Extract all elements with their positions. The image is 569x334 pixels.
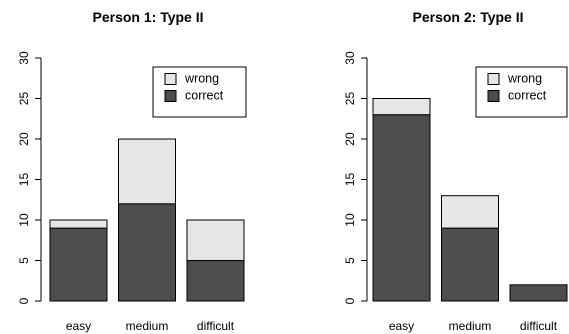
- y-tick-label: 0: [343, 297, 357, 304]
- bar-segment-wrong-easy: [372, 98, 431, 116]
- bar-segment-correct-easy: [372, 114, 431, 302]
- chart-title: Person 1: Type II: [93, 9, 204, 25]
- y-tick-label: 15: [343, 173, 357, 187]
- y-tick-label: 15: [17, 173, 31, 187]
- y-tick-label: 30: [17, 51, 31, 65]
- x-category-label: medium: [449, 319, 492, 333]
- legend-label-wrong: wrong: [507, 71, 542, 85]
- chart-panel-person-1: Person 1: Type II 0 5 10 15 20 25 30 easy medium d…: [17, 9, 247, 333]
- x-category-label: difficult: [197, 319, 235, 333]
- legend-label-wrong: wrong: [184, 71, 219, 85]
- bar-segment-wrong-medium: [441, 195, 499, 229]
- y-tick-label: 25: [343, 92, 357, 106]
- x-category-label: easy: [66, 319, 91, 333]
- bar-segment-correct-medium: [118, 203, 176, 302]
- x-category-label: easy: [389, 319, 414, 333]
- legend-label-correct: correct: [508, 88, 547, 102]
- y-tick-label: 20: [343, 132, 357, 146]
- y-tick-label: 5: [343, 257, 357, 264]
- chart-panel-person-2: Person 2: Type II 0 5 10 15 20 25 30 easy medium d…: [343, 9, 568, 333]
- chart-title: Person 2: Type II: [413, 9, 524, 25]
- y-tick-label: 25: [17, 92, 31, 106]
- bar-segment-wrong-difficult: [186, 219, 245, 261]
- legend-swatch-wrong: [164, 73, 177, 85]
- bar-segment-correct-difficult: [186, 260, 245, 302]
- x-category-label: difficult: [520, 319, 558, 333]
- y-tick-label: 20: [17, 132, 31, 146]
- legend-swatch-correct: [487, 90, 500, 102]
- bar-segment-correct-medium: [441, 227, 499, 302]
- legend-swatch-wrong: [487, 73, 500, 85]
- x-category-label: medium: [126, 319, 169, 333]
- legend-label-correct: correct: [185, 88, 224, 102]
- y-tick-label: 5: [17, 257, 31, 264]
- bar-segment-wrong-easy: [49, 219, 108, 229]
- y-tick-label: 10: [17, 213, 31, 227]
- legend-swatch-correct: [164, 90, 177, 102]
- y-tick-label: 10: [343, 213, 357, 227]
- bar-segment-correct-easy: [49, 227, 108, 302]
- y-tick-label: 0: [17, 297, 31, 304]
- bar-segment-correct-difficult: [509, 284, 568, 302]
- y-tick-label: 30: [343, 51, 357, 65]
- bar-segment-wrong-medium: [118, 138, 176, 205]
